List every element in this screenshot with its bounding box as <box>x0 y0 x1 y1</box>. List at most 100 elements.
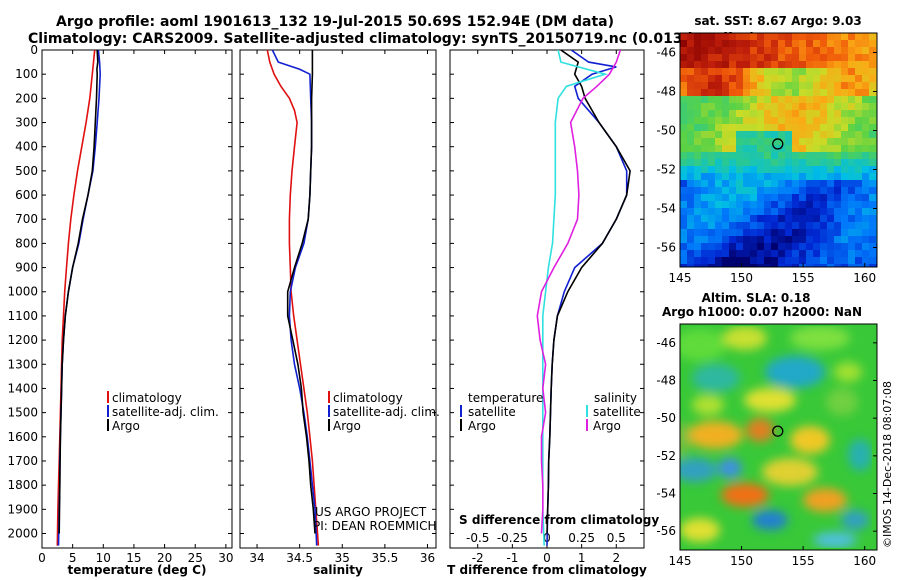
sst-cell <box>813 110 820 117</box>
sst-cell <box>778 61 785 68</box>
sst-cell <box>806 33 813 40</box>
legend-swatch-climatology <box>328 391 330 403</box>
y-tick-label: 0 <box>30 43 38 57</box>
sla-blob <box>752 510 788 530</box>
sst-cell <box>785 89 792 96</box>
sst-cell <box>778 54 785 61</box>
sla-blob <box>721 483 769 507</box>
sst-cell <box>841 61 848 68</box>
sst-cell <box>757 61 764 68</box>
sst-cell <box>813 138 820 145</box>
sst-cell <box>680 138 687 145</box>
temperature-legend: climatology satellite-adj. clim. Argo <box>107 391 219 433</box>
sst-cell <box>701 96 708 103</box>
sst-cell <box>862 159 869 166</box>
sst-cell <box>680 61 687 68</box>
sst-cell <box>855 243 862 250</box>
sst-cell <box>715 110 722 117</box>
sst-cell <box>722 173 729 180</box>
sst-cell <box>841 243 848 250</box>
sst-cell <box>764 264 771 267</box>
sst-cell <box>785 264 792 267</box>
x2-tick-label: 0.5 <box>607 531 626 545</box>
sst-cell <box>792 89 799 96</box>
sst-cell <box>841 68 848 75</box>
sst-cell <box>862 173 869 180</box>
sst-cell <box>736 33 743 40</box>
sst-cell <box>771 33 778 40</box>
sst-cell <box>827 236 834 243</box>
sst-cell <box>834 40 841 47</box>
sst-cell <box>743 47 750 54</box>
sst-cell <box>694 243 701 250</box>
sst-cell <box>729 33 736 40</box>
sst-cell <box>701 187 708 194</box>
sst-cell <box>715 180 722 187</box>
sst-cell <box>750 75 757 82</box>
sst-cell <box>757 40 764 47</box>
sst-cell <box>799 110 806 117</box>
sst-cell <box>792 159 799 166</box>
sst-cell <box>778 250 785 257</box>
y-tick-label: 1000 <box>7 285 38 299</box>
sst-cell <box>813 201 820 208</box>
sst-cell <box>813 54 820 61</box>
sst-cell <box>701 173 708 180</box>
sst-map: sat. SST: 8.67 Argo: 9.03 145 150 155 160 -4… <box>656 14 878 285</box>
imos-timestamp: ©IMOS 14-Dec-2018 08:07:08 <box>881 381 894 548</box>
sst-cell <box>869 110 876 117</box>
sst-cell <box>715 131 722 138</box>
sst-cell <box>785 187 792 194</box>
sla-blob <box>692 364 740 392</box>
sst-cell <box>848 117 855 124</box>
sla-blob <box>680 329 726 361</box>
sst-cell <box>834 250 841 257</box>
sst-cell <box>820 40 827 47</box>
sst-cell <box>694 33 701 40</box>
sst-cell <box>757 82 764 89</box>
sst-cell <box>680 89 687 96</box>
sst-cell <box>862 243 869 250</box>
sst-cell <box>785 82 792 89</box>
sst-cell <box>750 208 757 215</box>
sst-cell <box>813 61 820 68</box>
sst-cell <box>764 187 771 194</box>
sst-cell <box>687 187 694 194</box>
sst-cell <box>785 250 792 257</box>
x2-tick-label: -0.5 <box>466 531 489 545</box>
sst-cell <box>855 229 862 236</box>
sst-cell <box>736 40 743 47</box>
map-y-tick-label: -52 <box>656 449 676 463</box>
sst-cell <box>715 145 722 152</box>
sst-cell <box>757 47 764 54</box>
sst-cell <box>848 47 855 54</box>
sst-cell <box>792 236 799 243</box>
sst-cell <box>827 166 834 173</box>
x-tick-label: 25 <box>188 551 203 565</box>
legend-swatch-argo <box>328 419 330 431</box>
sst-cell <box>701 124 708 131</box>
sst-cell <box>869 215 876 222</box>
sst-cell <box>799 215 806 222</box>
temperature-xlabel: temperature (deg C) <box>68 563 207 577</box>
sst-cell <box>687 208 694 215</box>
sst-cell <box>862 215 869 222</box>
sst-cell <box>680 152 687 159</box>
sst-cell <box>687 82 694 89</box>
sst-cell <box>855 47 862 54</box>
sst-cell <box>799 173 806 180</box>
sst-cell <box>729 243 736 250</box>
sst-cell <box>736 222 743 229</box>
sst-cell <box>729 124 736 131</box>
sst-cell <box>778 47 785 54</box>
legend-sal-argo: Argo <box>593 419 621 433</box>
legend-swatch-satellite <box>107 405 109 417</box>
sst-cell <box>694 180 701 187</box>
sst-cell <box>757 68 764 75</box>
sst-cell <box>813 236 820 243</box>
sst-cell <box>855 159 862 166</box>
sst-cell <box>722 208 729 215</box>
sst-cell <box>771 201 778 208</box>
sst-cell <box>820 89 827 96</box>
sst-cell <box>806 61 813 68</box>
